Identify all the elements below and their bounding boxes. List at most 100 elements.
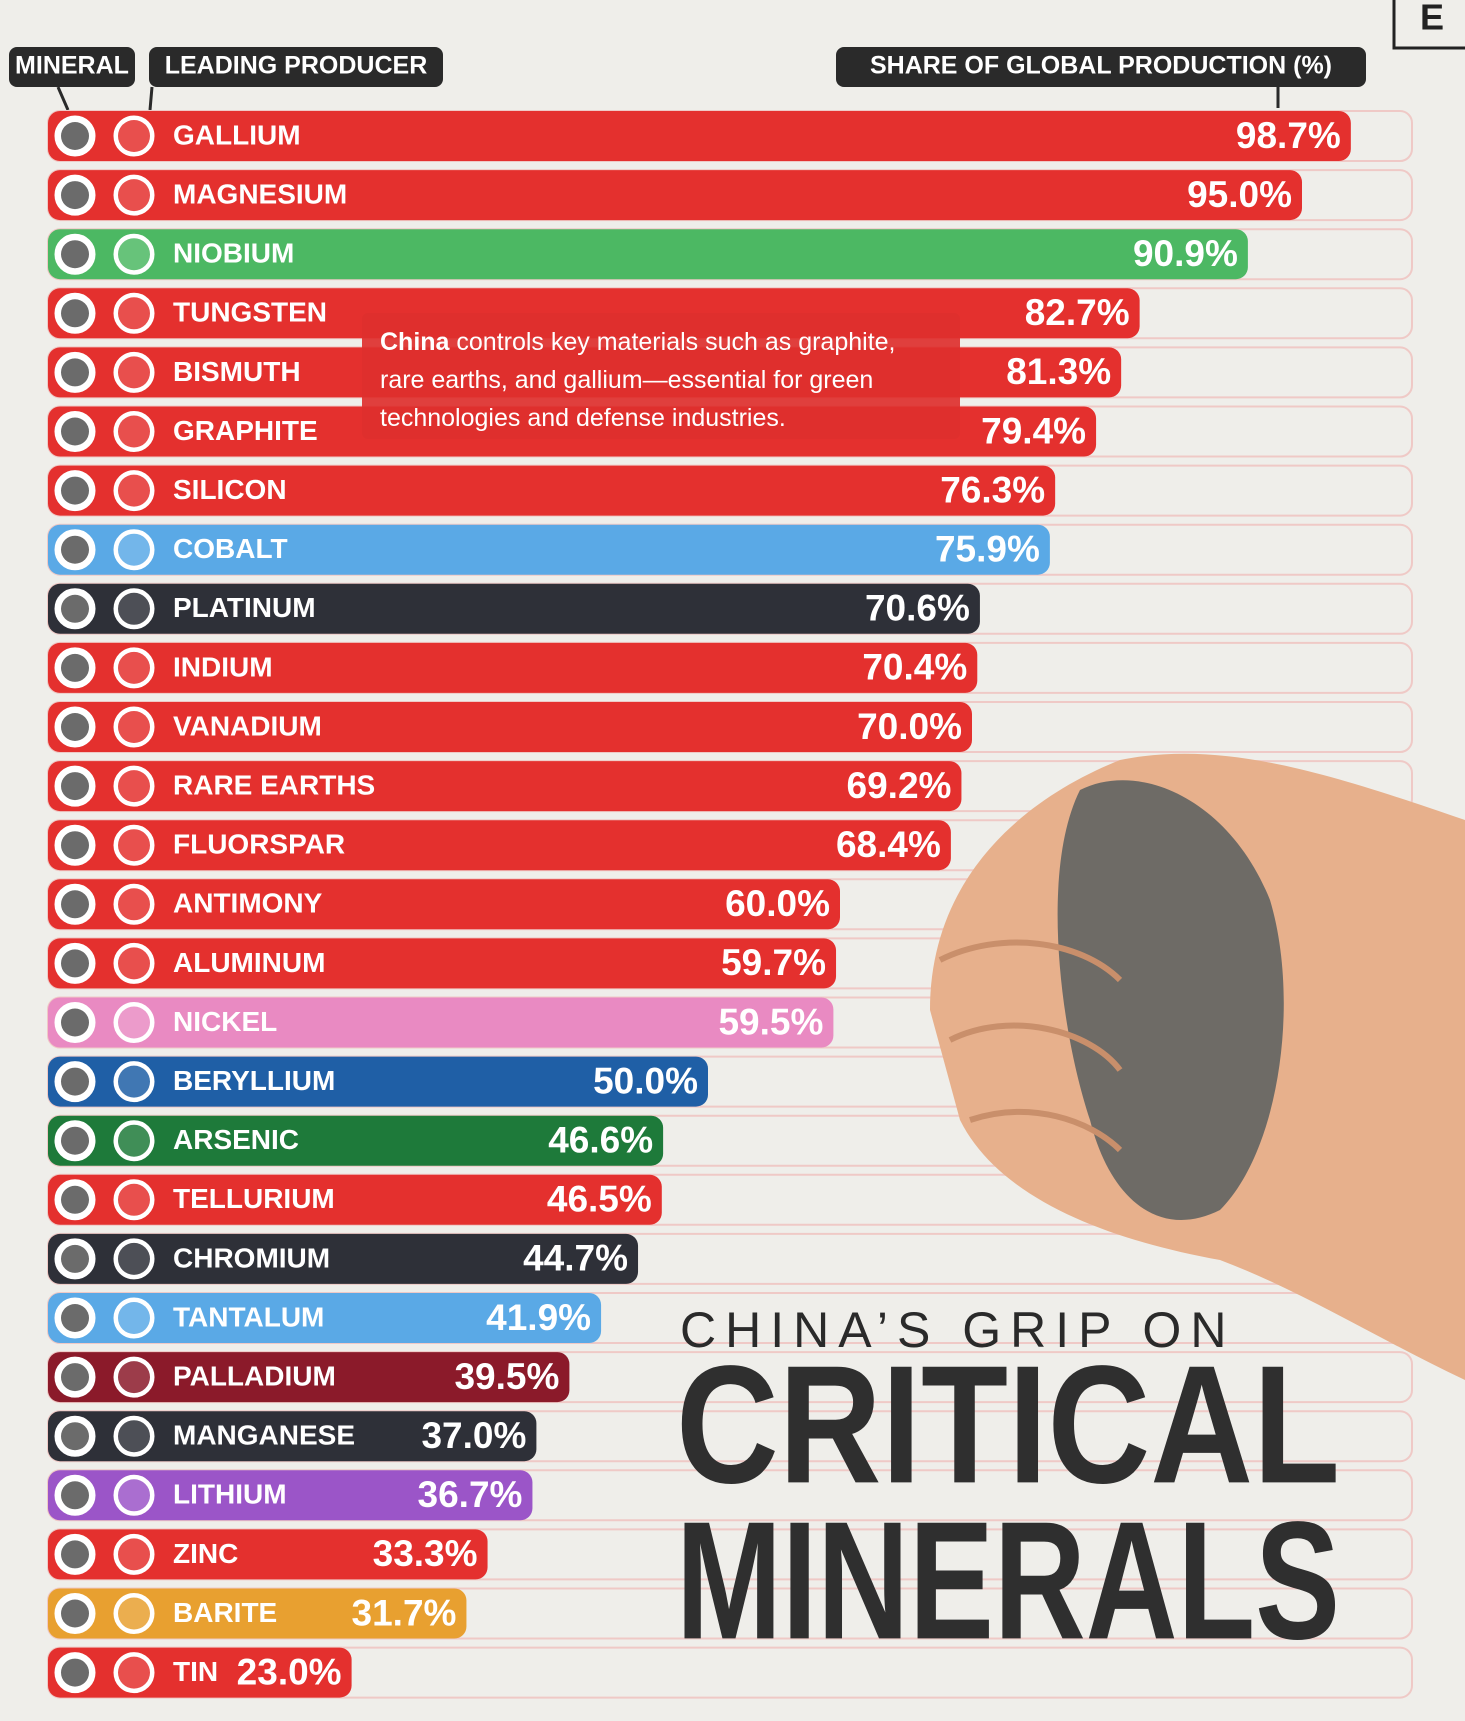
bar [48,465,1056,516]
bar [48,1411,537,1462]
mineral-rock [61,594,89,623]
annotation: China controls key materials such as gra… [362,313,960,439]
category-label: GALLIUM [173,119,301,150]
category-label: NICKEL [173,1006,277,1037]
mineral-rock [61,181,89,210]
annotation-text: controls key materials such as graphite,… [380,328,896,432]
subtitle: CHINA’S GRIP ON [680,1302,1235,1358]
mineral-rock [61,1067,89,1096]
mineral-rock [61,1304,89,1332]
value-label: 50.0% [593,1060,698,1101]
value-label: 33.3% [373,1533,478,1574]
bar [48,879,840,930]
bar [48,111,1351,161]
flag [118,1065,150,1098]
mineral-rock [61,240,89,269]
mineral-rock [61,890,89,919]
mineral-rock [61,1658,89,1687]
flag [118,1124,150,1157]
value-label: 90.9% [1133,233,1238,274]
bar [48,1352,570,1403]
mineral-rock [61,535,89,564]
bar [48,583,980,634]
mineral-rock [61,1422,89,1451]
rock [1057,780,1284,1220]
bar [48,1233,639,1284]
category-label: ALUMINUM [173,947,325,978]
value-label: 68.4% [836,824,941,865]
value-label: 76.3% [940,469,1045,510]
category-label: SILICON [173,474,287,505]
category-label: PLATINUM [173,592,316,623]
bar [48,642,978,693]
category-label: CHROMIUM [173,1242,330,1273]
category-label: NIOBIUM [173,238,294,269]
mineral-rock [61,1481,89,1510]
hand-illustration [930,753,1465,1380]
flag [118,474,150,507]
category-label: MANGANESE [173,1420,355,1451]
mineral-rock [61,358,89,387]
value-label: 39.5% [454,1356,559,1397]
header-pointer [56,86,1280,111]
category-label: GRAPHITE [173,415,318,446]
flag [118,770,150,803]
bar [48,1174,662,1225]
logo: E [1420,0,1444,38]
value-label: 75.9% [935,528,1040,569]
mineral-rock [61,831,89,860]
flag [118,533,150,566]
mineral-rock [61,1126,89,1155]
value-label: 59.5% [718,1001,823,1042]
category-label: TELLURIUM [173,1183,335,1214]
category-label: MAGNESIUM [173,178,347,209]
flag [118,179,150,212]
flag [118,1302,150,1334]
bars: GALLIUM 98.7% MAGNESIUM 95.0% NIOBIUM 90.9% TU… [47,110,1413,1699]
value-label: 41.9% [486,1297,591,1338]
bar [48,761,962,812]
flag [118,947,150,980]
flag [118,888,150,921]
value-label: 70.6% [865,588,970,629]
flag [118,297,150,330]
bar [48,938,837,989]
value-label: 37.0% [421,1415,526,1456]
header-box [149,47,443,87]
header-mineral: MINERAL [15,52,129,80]
category-label: BISMUTH [173,356,301,387]
mineral-rock [61,417,89,446]
value-label: 82.7% [1025,292,1130,333]
category-label: BARITE [173,1597,277,1628]
value-label: 31.7% [352,1592,457,1633]
category-label: COBALT [173,533,288,564]
mineral-rock [61,1008,89,1037]
value-label: 69.2% [847,765,952,806]
header-share: SHARE OF GLOBAL PRODUCTION (%) [870,52,1332,80]
flag [118,1361,150,1394]
value-label: 46.5% [547,1179,652,1220]
value-label: 70.0% [857,706,962,747]
bar [48,1529,488,1580]
value-label: 95.0% [1187,174,1292,215]
bar [48,1470,533,1521]
flag [118,829,150,862]
mineral-rock [61,1599,89,1628]
logo-box [1392,0,1465,50]
flag [118,1183,150,1216]
flag [118,1538,150,1571]
bar [48,1056,708,1107]
value-label: 70.4% [862,647,967,688]
mineral-rock [61,949,89,978]
mineral-rock [61,299,89,328]
flag [118,651,150,684]
annotation-bold: China [380,328,450,356]
value-label: 60.0% [725,883,830,924]
category-label: PALLADIUM [173,1360,336,1391]
mineral-rock [61,772,89,801]
category-label: BERYLLIUM [173,1065,335,1096]
category-label: ANTIMONY [173,888,323,919]
mineral-rock [61,1540,89,1569]
